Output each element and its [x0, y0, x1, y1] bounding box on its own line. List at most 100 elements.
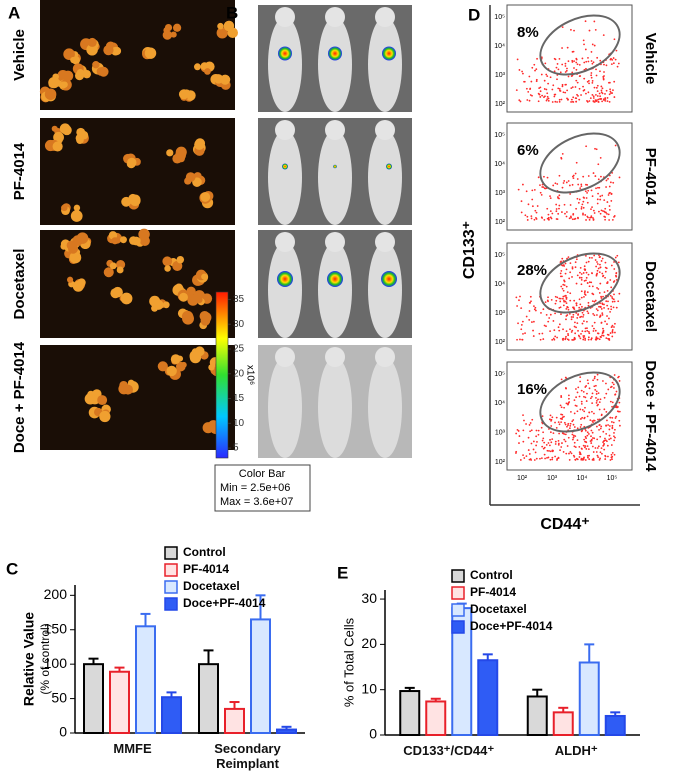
- event: [522, 183, 524, 186]
- event: [558, 174, 561, 177]
- event: [591, 445, 594, 448]
- event: [583, 395, 585, 398]
- event: [591, 62, 594, 65]
- event: [587, 175, 590, 177]
- colorbar-tick-label: 10: [233, 418, 245, 429]
- event: [575, 388, 577, 390]
- event: [564, 262, 567, 265]
- row-label: Docetaxel: [11, 249, 28, 320]
- event: [604, 216, 607, 218]
- colorbar-tick-label: 5: [233, 443, 239, 454]
- event: [532, 320, 535, 323]
- event: [604, 320, 606, 323]
- event: [594, 384, 597, 387]
- event: [569, 328, 571, 331]
- flow-x-tick: 10⁴: [577, 475, 588, 482]
- event: [530, 459, 533, 461]
- bar: [477, 659, 499, 736]
- event: [565, 215, 568, 218]
- event: [565, 296, 568, 299]
- sphere: [217, 22, 224, 30]
- event: [584, 20, 587, 23]
- event: [531, 189, 534, 192]
- event: [584, 290, 586, 293]
- event: [560, 421, 563, 424]
- event: [550, 298, 553, 301]
- event: [554, 295, 557, 298]
- event: [549, 197, 552, 200]
- event: [557, 443, 560, 446]
- event: [587, 382, 590, 385]
- event: [586, 310, 589, 313]
- event: [542, 437, 545, 440]
- event: [607, 194, 610, 196]
- event: [568, 277, 571, 280]
- event: [583, 61, 586, 64]
- event: [535, 457, 538, 460]
- event: [613, 96, 616, 98]
- event: [584, 337, 587, 340]
- event: [538, 87, 541, 89]
- event: [595, 451, 598, 453]
- event: [559, 71, 562, 74]
- event: [595, 148, 598, 151]
- row-label: Doce + PF-4014: [642, 360, 659, 472]
- event: [578, 456, 581, 458]
- event: [594, 28, 597, 31]
- event: [595, 393, 598, 395]
- event: [579, 418, 582, 420]
- event: [576, 274, 579, 277]
- event: [561, 26, 564, 29]
- sphere: [86, 44, 98, 56]
- event: [596, 286, 598, 289]
- event: [575, 396, 578, 399]
- event: [594, 175, 597, 177]
- event: [604, 276, 606, 279]
- event: [570, 316, 573, 318]
- event: [537, 433, 540, 436]
- event: [516, 338, 518, 341]
- gate-percent: 16%: [517, 381, 547, 398]
- event: [588, 256, 591, 259]
- event: [600, 295, 602, 298]
- event: [562, 289, 565, 292]
- event: [587, 312, 590, 315]
- event: [610, 326, 613, 329]
- mouse: [368, 17, 402, 112]
- event: [616, 406, 619, 409]
- event: [591, 402, 594, 405]
- mouse: [268, 242, 302, 338]
- signal: [327, 271, 343, 287]
- event: [569, 292, 572, 295]
- x-tick-label: MMFE: [113, 741, 152, 756]
- event: [567, 394, 570, 397]
- event: [608, 185, 611, 188]
- event: [523, 419, 525, 422]
- event: [594, 447, 597, 449]
- event: [547, 442, 550, 444]
- mouse: [368, 242, 402, 338]
- event: [583, 456, 585, 459]
- event: [603, 199, 606, 202]
- event: [609, 437, 612, 440]
- event: [535, 80, 538, 83]
- event: [535, 211, 538, 214]
- event: [571, 183, 574, 186]
- event: [575, 258, 578, 261]
- sphere: [112, 46, 122, 56]
- event: [527, 449, 530, 451]
- event: [585, 145, 588, 148]
- event: [577, 313, 580, 316]
- legend-label: Doce+PF-4014: [470, 619, 553, 633]
- event: [580, 283, 583, 286]
- event: [572, 313, 575, 316]
- event: [540, 426, 543, 429]
- event: [606, 333, 609, 336]
- event: [567, 75, 570, 78]
- event: [606, 315, 608, 317]
- event: [565, 285, 568, 288]
- event: [543, 446, 546, 449]
- event: [516, 428, 519, 431]
- event: [575, 405, 578, 407]
- event: [593, 300, 596, 303]
